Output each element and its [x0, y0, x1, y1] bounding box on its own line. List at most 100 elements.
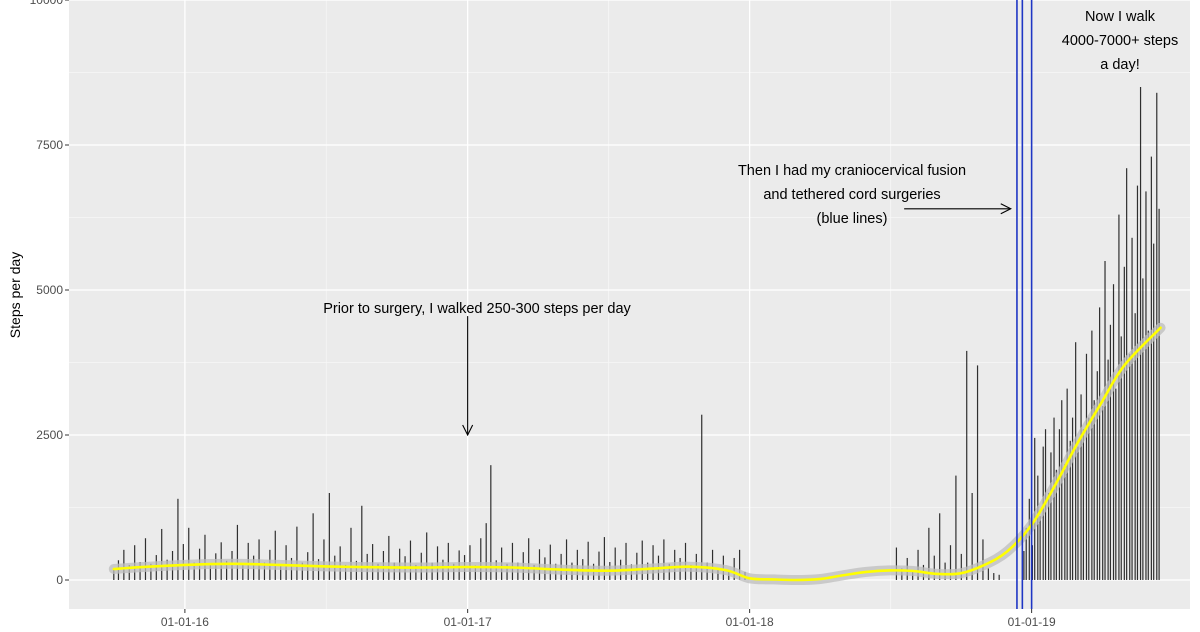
- step-bar: [641, 540, 643, 580]
- step-bar: [1091, 330, 1093, 580]
- step-bar: [1126, 168, 1128, 580]
- step-bar: [971, 493, 973, 580]
- annotation-text: a day!: [1100, 57, 1140, 73]
- step-bar: [1037, 475, 1039, 580]
- step-bar: [1129, 353, 1131, 580]
- step-bar: [1048, 493, 1050, 580]
- step-bar: [993, 573, 995, 580]
- annotation-text: 4000-7000+ steps: [1062, 33, 1179, 49]
- step-bar: [1120, 336, 1122, 580]
- step-bar: [717, 568, 719, 580]
- step-bar: [447, 542, 449, 580]
- step-bar: [1096, 371, 1098, 580]
- step-bar: [614, 547, 616, 580]
- step-bar: [565, 539, 568, 580]
- step-bar: [738, 549, 741, 580]
- step-bar: [226, 560, 228, 580]
- step-bar: [161, 528, 163, 580]
- step-bar: [490, 465, 492, 580]
- step-bar: [939, 513, 941, 580]
- step-bar: [603, 537, 605, 580]
- x-axis: 01-01-16 01-01-17 01-01-18 01-01-19: [161, 609, 1056, 629]
- step-bar: [1023, 551, 1025, 580]
- step-bar: [1085, 353, 1088, 580]
- step-bar: [280, 564, 282, 580]
- step-bar: [361, 505, 363, 580]
- step-bar: [917, 549, 919, 580]
- step-bar: [209, 564, 211, 580]
- step-bar: [236, 524, 239, 580]
- step-bar: [1136, 185, 1139, 580]
- annotation-text: Now I walk: [1085, 9, 1156, 25]
- step-bar: [1061, 400, 1063, 580]
- y-tick-label: 0: [56, 573, 63, 587]
- step-bar: [150, 563, 152, 580]
- step-bar: [328, 493, 330, 580]
- step-bar: [933, 555, 935, 580]
- step-bar: [960, 553, 962, 580]
- step-bar: [296, 526, 298, 580]
- y-axis-title: Steps per day: [7, 252, 23, 338]
- step-bar: [895, 547, 898, 580]
- step-bar: [690, 564, 692, 580]
- step-bar: [1053, 417, 1055, 580]
- x-tick-label: 01-01-16: [161, 615, 209, 629]
- step-bar: [1145, 191, 1147, 580]
- step-bar: [301, 562, 303, 580]
- step-bar: [949, 545, 952, 580]
- daily-step-bars: [113, 87, 1160, 581]
- surgery-lines: [1016, 0, 1033, 609]
- step-bar: [242, 563, 244, 580]
- step-bar: [701, 414, 703, 580]
- step-bar: [955, 475, 957, 580]
- step-bar: [1115, 388, 1117, 580]
- step-bar: [426, 532, 428, 580]
- step-bar: [1028, 498, 1030, 580]
- annotation-text: and tethered cord surgeries: [763, 187, 940, 203]
- step-bar: [1118, 214, 1120, 580]
- annotation-text: Then I had my craniocervical fusion: [738, 163, 966, 179]
- step-bar: [1077, 446, 1079, 580]
- step-bar: [480, 538, 482, 580]
- step-bar: [1034, 437, 1036, 580]
- step-bar: [987, 568, 989, 580]
- step-bar: [652, 545, 654, 580]
- step-bar: [928, 527, 930, 580]
- step-bar: [976, 365, 979, 580]
- step-bar: [1131, 237, 1133, 581]
- y-tick-label: 5000: [36, 283, 63, 297]
- y-tick-label: 2500: [36, 428, 63, 442]
- step-bar: [1071, 417, 1074, 580]
- minor-gridlines: [69, 0, 1190, 609]
- step-bar: [1025, 527, 1027, 580]
- step-bar: [1158, 208, 1160, 581]
- step-bar: [1153, 243, 1155, 580]
- step-bar: [1107, 359, 1109, 580]
- step-bar: [474, 565, 476, 580]
- step-bar: [1058, 429, 1061, 580]
- step-bar: [188, 527, 190, 580]
- step-bar: [1102, 406, 1104, 580]
- step-bar: [372, 544, 374, 580]
- step-bar: [684, 542, 687, 580]
- step-bar: [1069, 440, 1071, 580]
- step-bar: [409, 540, 412, 580]
- step-bar: [663, 539, 665, 580]
- step-bar: [1039, 516, 1041, 580]
- step-bar: [350, 527, 352, 580]
- x-tick-label: 01-01-19: [1008, 615, 1056, 629]
- step-bar: [193, 562, 195, 580]
- smoothed-trend: [108, 322, 1166, 585]
- y-tick-label: 10000: [30, 0, 64, 7]
- step-bar: [1147, 330, 1149, 580]
- x-tick-label: 01-01-17: [444, 615, 492, 629]
- y-tick-label: 7500: [36, 138, 63, 152]
- annotations: Prior to surgery, I walked 250-300 steps…: [323, 9, 1178, 435]
- step-bar: [204, 534, 206, 580]
- step-bar: [323, 539, 325, 580]
- step-bar: [1055, 469, 1057, 580]
- step-bar: [1082, 429, 1084, 580]
- step-bar: [113, 569, 115, 580]
- step-bar: [388, 535, 390, 580]
